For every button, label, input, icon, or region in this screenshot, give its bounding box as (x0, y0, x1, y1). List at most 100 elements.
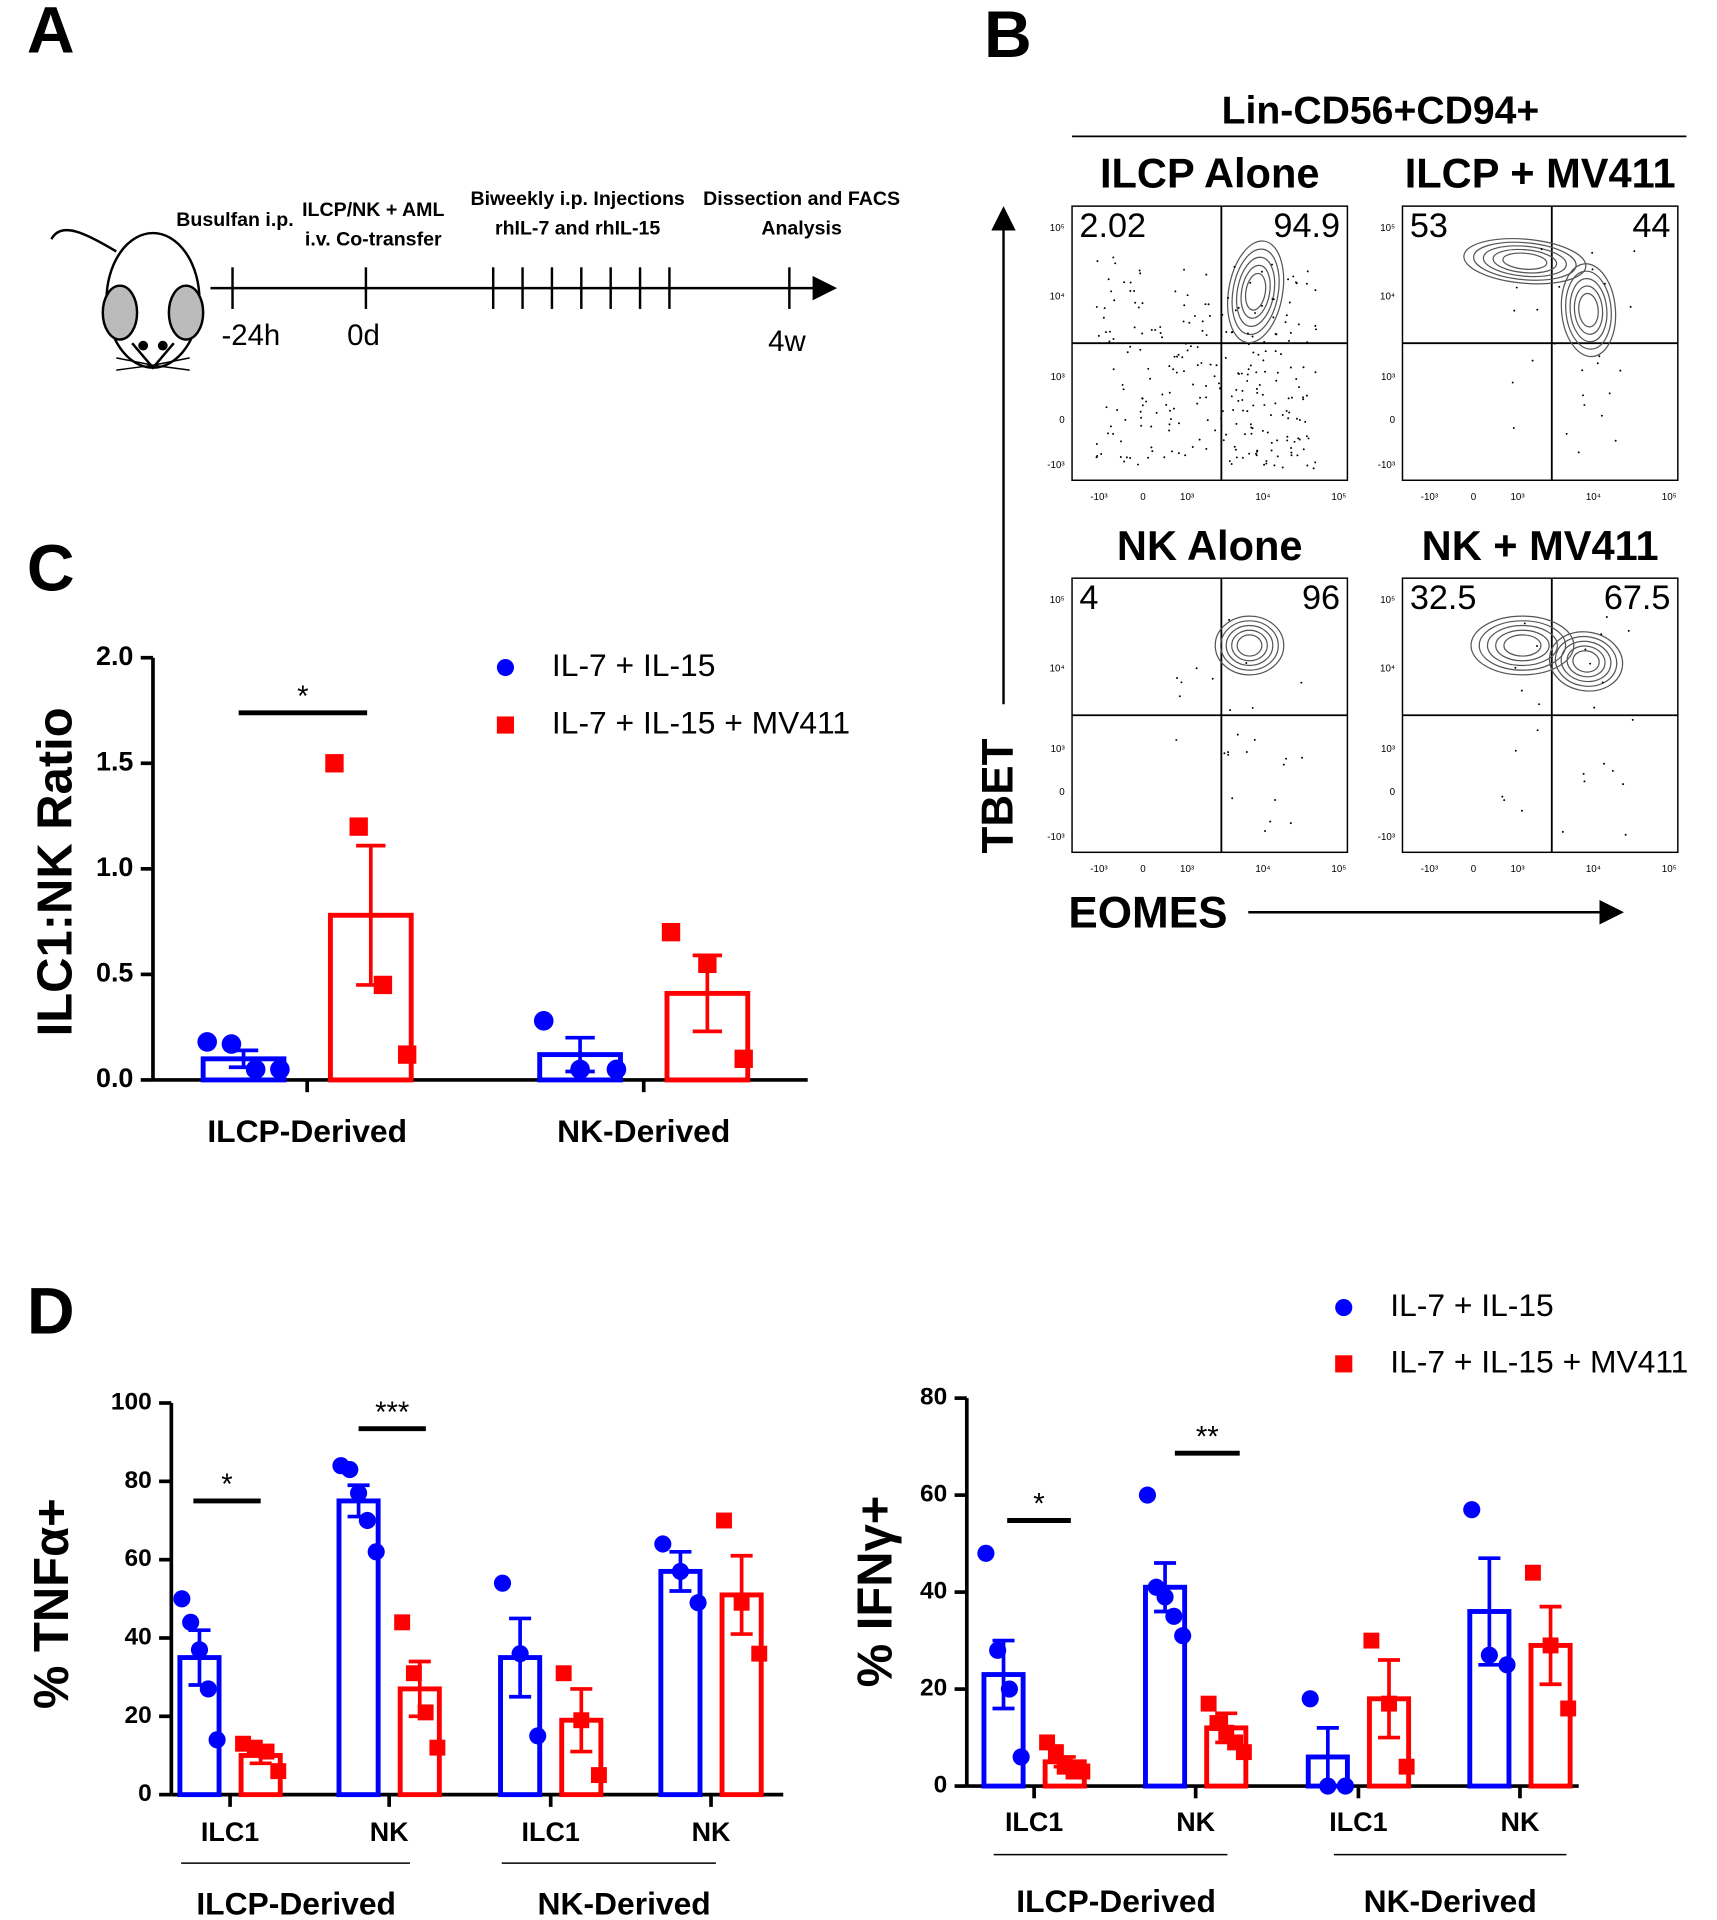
event-dot (1249, 423, 1252, 426)
y-tick-label: 0.5 (96, 957, 133, 987)
data-point (341, 1461, 359, 1479)
event-dot (1598, 355, 1601, 358)
event-dot (1262, 359, 1265, 362)
data-point (734, 1049, 753, 1069)
y-axis-label: ILC1:NK Ratio (29, 707, 83, 1036)
x-tick-label: ILC1 (201, 1817, 259, 1847)
event-dot (1240, 372, 1243, 375)
data-point (716, 1512, 732, 1529)
event-dot (1229, 709, 1232, 712)
event-dot (1102, 316, 1105, 319)
event-dot (1207, 303, 1210, 306)
flow-tick-label: 10³ (1180, 864, 1195, 875)
event-dot (1227, 296, 1230, 299)
data-point (325, 754, 344, 773)
event-dot (1129, 345, 1132, 348)
data-point (1560, 1700, 1577, 1717)
event-dot (1116, 408, 1119, 411)
event-dot (1314, 289, 1317, 292)
event-dot (1583, 780, 1586, 783)
event-dot (1141, 332, 1144, 335)
event-dot (1214, 429, 1217, 432)
event-dot (1501, 795, 1504, 798)
y-tick-label: 20 (125, 1702, 152, 1729)
event-dot (1150, 446, 1153, 449)
event-dot (1095, 443, 1098, 445)
event-dot (1200, 362, 1203, 365)
event-dot (1109, 425, 1112, 428)
data-point (529, 1727, 547, 1745)
legend-marker (1335, 1355, 1353, 1373)
x-tick-label: ILC1 (1005, 1807, 1063, 1837)
data-point (258, 1743, 275, 1760)
event-dot (1224, 356, 1227, 359)
event-dot (1523, 622, 1526, 625)
quadrant-value: 53 (1410, 207, 1448, 245)
event-dot (1306, 341, 1309, 344)
event-dot (1255, 452, 1258, 455)
event-dot (1512, 426, 1515, 429)
quadrant-value: 2.02 (1079, 207, 1146, 245)
flow-tick-label: -10³ (1378, 460, 1396, 471)
event-dot (1624, 833, 1627, 836)
data-point (394, 1614, 411, 1631)
event-dot (1215, 364, 1218, 367)
event-dot (1264, 829, 1267, 832)
panel-letter: A (27, 0, 75, 67)
flow-tick-label: 10⁵ (1380, 223, 1395, 234)
event-dot (1261, 429, 1264, 432)
event-dot (1279, 353, 1282, 356)
event-dot (1306, 464, 1309, 467)
data-point (1235, 1744, 1252, 1761)
timeline-label: Analysis (761, 218, 842, 240)
event-dot (1129, 456, 1132, 459)
event-dot (1205, 273, 1208, 276)
event-dot (1274, 332, 1277, 335)
flow-x-label: EOMES (1068, 889, 1227, 938)
event-dot (1154, 328, 1157, 331)
event-dot (1205, 396, 1208, 399)
flow-tick-label: 10⁴ (1380, 663, 1395, 674)
event-dot (1287, 417, 1290, 420)
y-tick-label: 40 (920, 1578, 947, 1605)
flow-tick-label: 10³ (1051, 372, 1066, 383)
event-dot (1096, 455, 1099, 458)
contour (1560, 640, 1612, 683)
event-dot (1181, 356, 1184, 359)
legend-label: IL-7 + IL-15 (552, 647, 716, 683)
data-point (349, 817, 368, 836)
event-dot (1113, 299, 1116, 302)
data-point (698, 954, 717, 974)
contour (1225, 624, 1274, 667)
event-dot (1589, 662, 1592, 665)
event-dot (1264, 350, 1267, 353)
flow-tick-label: 10⁵ (1380, 595, 1395, 606)
data-point (511, 1645, 529, 1663)
event-dot (1103, 307, 1106, 310)
event-dot (1600, 633, 1603, 636)
event-dot (1231, 330, 1234, 333)
event-dot (1112, 368, 1115, 371)
event-dot (1218, 382, 1221, 385)
event-dot (1314, 324, 1317, 327)
flow-tick-label: 10⁴ (1255, 864, 1270, 875)
event-dot (1622, 783, 1625, 786)
x-tick-label: NK (1176, 1807, 1215, 1837)
flow-tick-label: 10⁴ (1255, 492, 1270, 503)
panel-letter: B (984, 0, 1032, 72)
event-dot (1258, 383, 1261, 386)
event-dot (1254, 312, 1257, 315)
event-dot (1228, 460, 1231, 463)
event-dot (1243, 433, 1246, 436)
event-dot (1271, 263, 1274, 266)
event-dot (1129, 289, 1132, 292)
event-dot (1251, 335, 1254, 338)
data-point (245, 1059, 266, 1080)
event-dot (1269, 820, 1272, 823)
event-dot (1147, 456, 1150, 459)
data-point (1542, 1637, 1559, 1654)
event-dot (1232, 409, 1235, 411)
event-dot (1284, 321, 1287, 324)
event-dot (1282, 763, 1285, 766)
